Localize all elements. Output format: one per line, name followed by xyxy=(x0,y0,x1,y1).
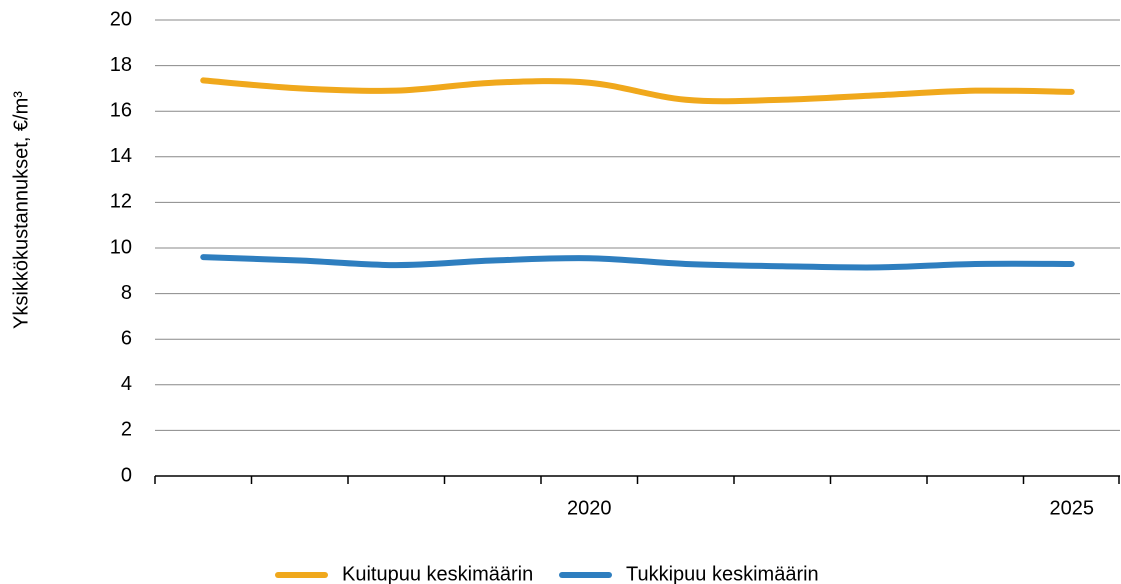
y-axis-label: Yksikkökustannukset, €/m³ xyxy=(10,91,32,329)
y-tick-label: 0 xyxy=(121,464,132,486)
y-tick-label: 4 xyxy=(121,373,132,395)
x-tick-label: 2020 xyxy=(567,497,612,519)
y-tick-label: 20 xyxy=(110,8,132,30)
y-tick-label: 2 xyxy=(121,419,132,441)
line-series xyxy=(200,77,1075,105)
legend-label: Kuitupuu keskimäärin xyxy=(342,563,533,584)
y-tick-label: 16 xyxy=(110,99,132,121)
y-tick-label: 6 xyxy=(121,327,132,349)
y-tick-label: 8 xyxy=(121,282,132,304)
line-series xyxy=(200,254,1075,271)
y-tick-label: 10 xyxy=(110,236,132,258)
legend-label: Tukkipuu keskimäärin xyxy=(626,563,819,584)
y-tick-label: 12 xyxy=(110,191,132,213)
y-tick-label: 14 xyxy=(110,145,132,167)
y-tick-label: 18 xyxy=(110,54,132,76)
x-tick-label: 2025 xyxy=(1050,497,1095,519)
